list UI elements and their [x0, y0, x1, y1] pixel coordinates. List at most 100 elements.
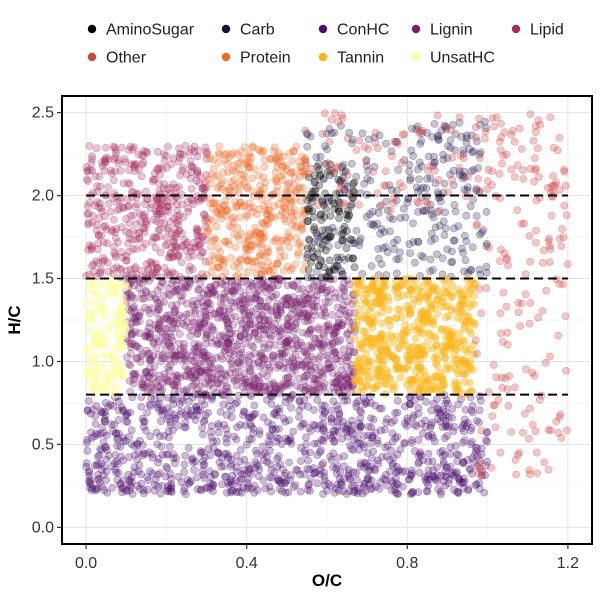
data-point [124, 247, 133, 256]
data-point [475, 284, 484, 293]
data-point [362, 156, 371, 164]
data-point [228, 486, 236, 495]
data-point [405, 240, 414, 248]
data-point [424, 471, 433, 480]
data-point [334, 256, 343, 264]
data-point [446, 170, 454, 179]
data-point [153, 403, 162, 412]
data-point [205, 467, 214, 475]
data-point [381, 181, 390, 190]
legend-marker [411, 52, 421, 62]
data-point [329, 397, 338, 406]
data-point [272, 175, 281, 183]
data-point [222, 315, 231, 323]
data-point [370, 384, 379, 393]
data-point [296, 422, 305, 431]
data-point [517, 219, 526, 228]
data-point [370, 133, 379, 142]
data-point [103, 488, 112, 497]
data-point [376, 478, 385, 486]
data-point [193, 473, 201, 482]
data-point [482, 207, 491, 216]
data-point [267, 322, 276, 331]
data-point [305, 480, 314, 488]
data-point [185, 323, 194, 332]
data-point [468, 243, 477, 251]
data-point [419, 456, 427, 465]
data-point [431, 179, 440, 188]
data-point [266, 334, 275, 343]
data-point [104, 155, 113, 164]
data-point [227, 462, 235, 471]
data-point [459, 427, 468, 436]
data-point [541, 358, 550, 367]
data-point [145, 448, 154, 457]
data-point [304, 265, 313, 274]
legend-marker [87, 52, 97, 62]
data-point [232, 375, 241, 384]
data-point [439, 150, 448, 159]
data-point [264, 247, 273, 256]
data-point [378, 453, 386, 461]
data-point [295, 413, 303, 421]
data-point [273, 183, 282, 191]
data-point [414, 452, 423, 461]
data-point [412, 325, 421, 334]
data-point [243, 479, 252, 488]
data-point [327, 129, 336, 138]
data-point [246, 420, 255, 429]
data-point [85, 484, 94, 492]
data-point [340, 287, 349, 296]
data-point [295, 406, 304, 415]
data-point [117, 265, 125, 274]
data-point [327, 414, 336, 423]
data-point [525, 231, 534, 240]
data-point [284, 232, 293, 241]
data-point [337, 366, 345, 374]
data-point [192, 402, 200, 411]
data-point [179, 150, 188, 159]
data-point [331, 426, 340, 435]
data-point [472, 133, 480, 142]
data-point [476, 154, 484, 162]
data-point [181, 371, 189, 380]
data-point [260, 163, 269, 172]
data-point [201, 411, 210, 419]
data-point [450, 485, 458, 494]
data-point [502, 302, 511, 311]
data-point [100, 256, 109, 265]
data-point [127, 426, 136, 434]
data-point [85, 397, 93, 405]
data-point [113, 206, 122, 214]
data-point [227, 413, 236, 422]
data-point [349, 468, 358, 477]
data-point [224, 237, 233, 246]
data-point [525, 434, 533, 443]
data-point [133, 481, 142, 490]
data-point [127, 473, 136, 481]
data-point [342, 490, 351, 498]
data-point [475, 186, 484, 195]
data-point [481, 117, 489, 126]
data-point [275, 408, 284, 416]
data-point [190, 465, 198, 474]
data-point [519, 428, 527, 437]
data-point [127, 483, 136, 492]
data-point [122, 487, 130, 496]
data-point [335, 409, 344, 418]
data-point [346, 202, 355, 211]
data-point [338, 383, 347, 392]
x-tick-label: 0.4 [236, 555, 258, 572]
data-point [172, 454, 180, 462]
data-point [164, 433, 173, 442]
data-point [354, 275, 363, 284]
data-point [327, 455, 336, 464]
data-point [289, 483, 298, 491]
data-point [391, 409, 399, 417]
legend-marker [411, 24, 421, 34]
data-point [128, 490, 137, 498]
data-point [132, 342, 141, 351]
data-point [259, 476, 268, 485]
data-point [241, 421, 250, 430]
data-point [169, 400, 177, 409]
